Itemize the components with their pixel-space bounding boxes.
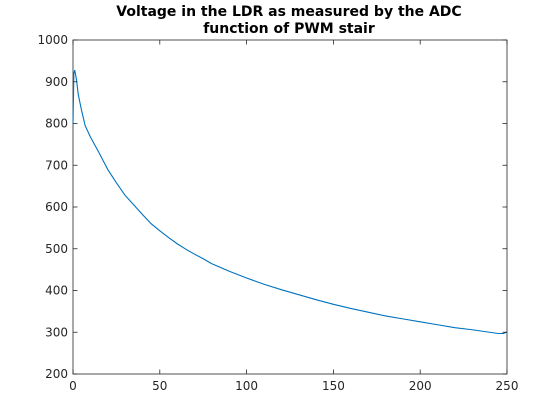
y-tick-label-400: 400 [45, 284, 68, 298]
chart-title-line-2: function of PWM stair [203, 21, 375, 37]
axes-box [72, 39, 508, 375]
y-tick-label-500: 500 [45, 242, 68, 256]
y-tick-label-900: 900 [45, 75, 68, 89]
x-tick-label-50: 50 [152, 379, 167, 393]
y-tick-label-1000: 1000 [37, 33, 68, 47]
chart-title-line-1: Voltage in the LDR as measured by the AD… [116, 4, 461, 20]
y-tick-label-600: 600 [45, 200, 68, 214]
x-tick-label-200: 200 [409, 379, 432, 393]
y-tick-label-700: 700 [45, 158, 68, 172]
x-tick-label-150: 150 [322, 379, 345, 393]
series-line-0 [72, 69, 508, 335]
x-tick-label-100: 100 [235, 379, 258, 393]
x-tick-label-0: 0 [69, 379, 77, 393]
y-tick-label-300: 300 [45, 325, 68, 339]
y-tick-label-200: 200 [45, 367, 68, 381]
x-tick-label-250: 250 [496, 379, 519, 393]
plot-area: 0 50 100 150 200 250 200 300 400 500 600 700 800 900 1… [37, 33, 518, 393]
y-tick-label-800: 800 [45, 117, 68, 131]
